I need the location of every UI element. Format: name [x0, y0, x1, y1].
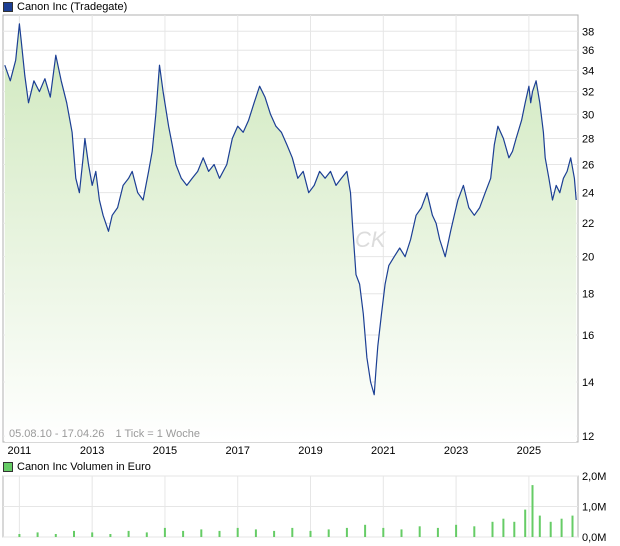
- x-tick-label: 2015: [153, 445, 177, 457]
- volume-tick-label: 2,0M: [582, 471, 606, 483]
- volume-bar: [291, 527, 294, 537]
- volume-bar: [436, 527, 439, 537]
- volume-panel: 0,0M 1,0M 2,0M: [2, 471, 606, 544]
- watermark: CK: [355, 227, 387, 252]
- volume-legend-swatch: [3, 462, 13, 472]
- volume-tick-label: 1,0M: [582, 502, 606, 514]
- y-tick-label: 14: [582, 377, 594, 389]
- volume-bar: [109, 534, 112, 537]
- volume-bar: [538, 515, 541, 537]
- y-tick-label: 36: [582, 45, 594, 57]
- volume-legend-label: Canon Inc Volumen in Euro: [17, 461, 151, 473]
- volume-bar: [455, 524, 458, 537]
- x-tick-label: 2017: [225, 445, 249, 457]
- y-tick-label: 24: [582, 188, 594, 200]
- volume-bar: [571, 515, 574, 537]
- date-range-label: 05.08.10 - 17.04.26: [9, 428, 105, 440]
- price-line: [4, 23, 577, 396]
- x-tick-label: 2013: [80, 445, 104, 457]
- volume-bar: [502, 518, 505, 537]
- tick-interval-label: 1 Tick = 1 Woche: [115, 428, 200, 440]
- volume-bar: [491, 521, 494, 538]
- volume-bar: [524, 509, 527, 537]
- price-legend-swatch: [3, 2, 13, 12]
- y-tick-label: 26: [582, 160, 594, 172]
- volume-bar: [200, 529, 203, 537]
- volume-bar: [236, 527, 239, 537]
- volume-bar: [327, 529, 330, 537]
- volume-bar: [549, 521, 552, 538]
- volume-bar: [560, 518, 563, 537]
- volume-bar: [273, 530, 276, 537]
- volume-bar: [513, 521, 516, 538]
- volume-bar: [163, 527, 166, 537]
- volume-bar: [54, 534, 57, 537]
- y-tick-label: 30: [582, 109, 594, 121]
- price-legend-label: Canon Inc (Tradegate): [17, 1, 128, 13]
- y-tick-label: 18: [582, 289, 594, 301]
- volume-bar: [418, 526, 421, 537]
- volume-bar: [309, 530, 312, 537]
- x-tick-label: 2023: [444, 445, 468, 457]
- volume-bar: [364, 524, 367, 537]
- volume-bar: [382, 527, 385, 537]
- y-tick-label: 22: [582, 218, 594, 230]
- volume-bar: [36, 532, 39, 537]
- volume-tick-label: 0,0M: [582, 532, 606, 544]
- y-tick-label: 38: [582, 26, 594, 38]
- volume-bar: [91, 532, 94, 537]
- volume-bar: [145, 532, 148, 537]
- volume-legend: Canon Inc Volumen in Euro: [3, 461, 151, 473]
- volume-bar: [218, 530, 221, 537]
- volume-bar: [400, 529, 403, 537]
- y-tick-label: 34: [582, 65, 594, 77]
- volume-bar: [73, 530, 75, 537]
- volume-bar: [345, 527, 348, 537]
- x-tick-label: 2025: [517, 445, 541, 457]
- price-panel: 12 14 16 18 20 22 24 26 28 30 32 34 36 38 2011 2013 2015…: [2, 14, 594, 457]
- volume-bar: [254, 529, 257, 537]
- y-tick-label: 28: [582, 134, 594, 146]
- y-tick-label: 20: [582, 252, 594, 264]
- x-tick-label: 2019: [298, 445, 322, 457]
- volume-bar: [127, 530, 130, 537]
- x-tick-label: 2021: [371, 445, 395, 457]
- x-tick-label: 2011: [8, 445, 32, 457]
- volume-bar: [473, 526, 476, 537]
- y-tick-label: 16: [582, 330, 594, 342]
- y-tick-label: 12: [582, 431, 594, 443]
- price-legend: Canon Inc (Tradegate): [3, 1, 127, 13]
- volume-bar: [18, 534, 21, 537]
- price-area: [4, 23, 577, 443]
- volume-bar: [182, 530, 185, 537]
- chart-footnote: 05.08.10 - 17.04.26 1 Tick = 1 Woche: [9, 428, 208, 440]
- volume-bar: [531, 485, 534, 537]
- y-tick-label: 32: [582, 87, 594, 99]
